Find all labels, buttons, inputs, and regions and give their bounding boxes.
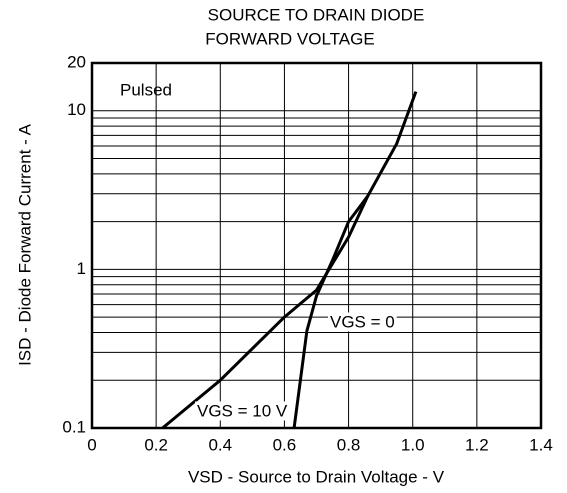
x-axis-label: VSD - Source to Drain Voltage - V: [188, 467, 445, 486]
x-tick-label: 0.6: [273, 435, 297, 454]
chart-title: FORWARD VOLTAGE: [205, 29, 374, 48]
x-tick-label: 1.2: [465, 435, 489, 454]
y-tick-label: 10: [67, 100, 86, 119]
x-tick-label: 1.4: [529, 435, 553, 454]
x-tick-label: 0: [87, 435, 96, 454]
line: [161, 91, 418, 430]
series-label: VGS = 10 V: [197, 401, 288, 420]
label-background: [328, 312, 397, 332]
line: [292, 195, 369, 429]
x-tick-label: 1.0: [401, 435, 425, 454]
x-tick-label: 0.4: [208, 435, 232, 454]
y-tick-label: 1: [77, 259, 86, 278]
y-tick-label: 0.1: [62, 417, 86, 436]
x-tick-label: 0.8: [337, 435, 361, 454]
label-background: [195, 401, 290, 421]
y-tick-label: 20: [67, 52, 86, 71]
y-axis-label: ISD - Diode Forward Current - A: [15, 123, 34, 366]
plot-frame: [90, 61, 543, 430]
annotation: Pulsed: [120, 80, 172, 99]
x-tick-label: 0.2: [144, 435, 168, 454]
series-label: VGS = 0: [330, 312, 395, 331]
chart-title: SOURCE TO DRAIN DIODE: [208, 5, 425, 24]
